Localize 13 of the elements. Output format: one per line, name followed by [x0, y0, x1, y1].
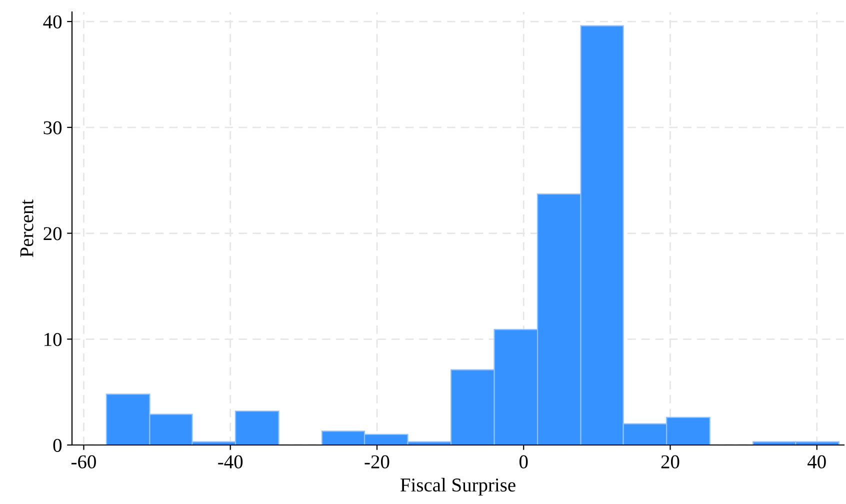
- x-tick-label: 0: [519, 455, 528, 468]
- y-tick-label: 10: [44, 332, 62, 346]
- y-tick-label: 20: [44, 227, 62, 240]
- x-tick-label: -40: [218, 455, 243, 468]
- x-tick-label: -60: [71, 455, 96, 468]
- y-tick-label: 0: [53, 438, 62, 452]
- y-tick-label: 30: [44, 121, 62, 134]
- y-tick-label: 40: [43, 15, 62, 28]
- x-tick-label: 40: [808, 455, 826, 468]
- y-axis-title: Percent: [20, 199, 34, 258]
- x-axis-title: Fiscal Surprise: [400, 478, 516, 496]
- x-tick-label: -20: [364, 455, 390, 468]
- x-tick-label: 20: [661, 455, 680, 468]
